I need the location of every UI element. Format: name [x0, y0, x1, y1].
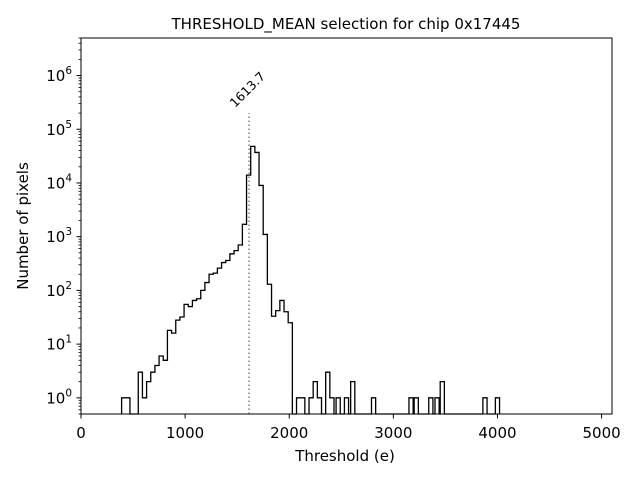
- y-tick-label-base: 10: [46, 67, 65, 85]
- y-tick-label: 105: [46, 119, 72, 139]
- y-tick-label-exponent: 6: [65, 65, 72, 77]
- y-tick-label-exponent: 3: [65, 226, 72, 238]
- chart-title: THRESHOLD_MEAN selection for chip 0x1744…: [171, 15, 521, 34]
- y-tick-label: 101: [46, 334, 72, 354]
- y-tick-label: 100: [46, 387, 72, 407]
- y-tick-label-exponent: 5: [65, 119, 72, 131]
- y-tick-label-base: 10: [46, 282, 65, 300]
- y-tick-label-exponent: 2: [65, 280, 72, 292]
- y-axis-label: Number of pixels: [14, 162, 32, 290]
- y-tick-label: 106: [46, 65, 72, 85]
- axes-frame: [80, 37, 613, 415]
- x-tick-label: 2000: [270, 424, 308, 442]
- y-tick-label-exponent: 0: [65, 387, 72, 399]
- y-tick-label-base: 10: [46, 336, 65, 354]
- x-tick-label: 3000: [374, 424, 412, 442]
- y-tick-label: 102: [46, 280, 72, 300]
- y-tick-label-base: 10: [46, 174, 65, 192]
- x-tick-label: 5000: [582, 424, 620, 442]
- x-tick-label: 4000: [478, 424, 516, 442]
- y-tick-label-exponent: 4: [65, 172, 72, 184]
- y-tick-label-base: 10: [46, 228, 65, 246]
- y-tick-label: 104: [46, 172, 72, 192]
- x-axis-label: Threshold (e): [294, 447, 395, 465]
- x-tick-label: 1000: [166, 424, 204, 442]
- y-tick-label: 103: [46, 226, 72, 246]
- x-tick-label: 0: [76, 424, 86, 442]
- y-tick-label-exponent: 1: [65, 334, 72, 346]
- x-axis-ticks: 0 1000 2000 3000 4000 5000: [76, 414, 621, 442]
- y-tick-label-base: 10: [46, 121, 65, 139]
- y-tick-label-base: 10: [46, 389, 65, 407]
